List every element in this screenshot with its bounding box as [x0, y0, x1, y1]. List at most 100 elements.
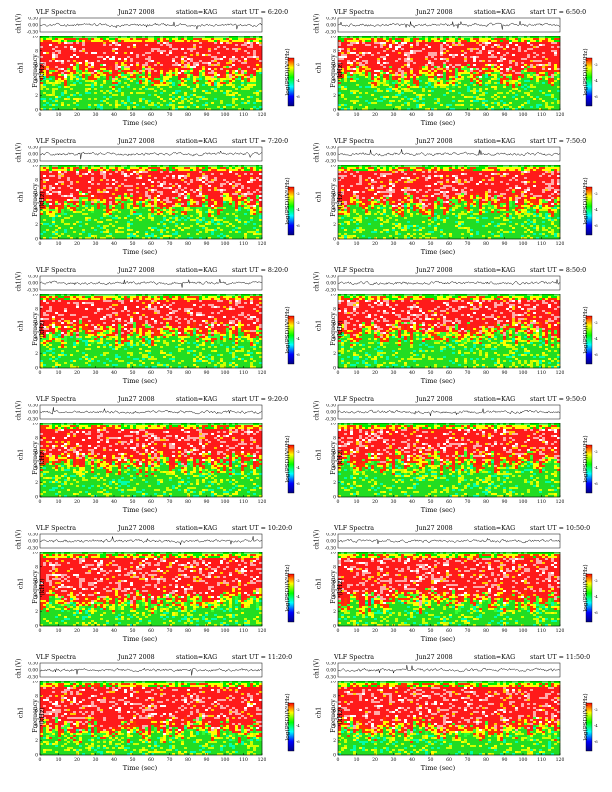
- spectrogram-cell: [64, 92, 68, 95]
- spectrogram-cell: [482, 54, 486, 57]
- spectrogram-cell: [434, 86, 438, 89]
- spectrogram-cell: [434, 54, 438, 57]
- spectrogram-cell: [79, 104, 83, 107]
- spectrogram-cell: [244, 80, 248, 83]
- spectrogram-cell: [440, 58, 444, 61]
- spectrogram-cell: [121, 98, 125, 101]
- spectrogram-cell: [61, 46, 65, 49]
- spectrogram-cell: [208, 70, 212, 73]
- spectrogram-cell: [70, 102, 74, 105]
- spectrogram-cell: [347, 62, 351, 65]
- spectrogram-cell: [253, 60, 257, 63]
- x-tick-label: 40: [111, 112, 117, 118]
- spectrogram-cell: [166, 74, 170, 77]
- spectrogram-cell: [392, 106, 396, 109]
- spectrogram-cell: [398, 70, 402, 73]
- spectrogram-cell: [389, 102, 393, 105]
- spectrogram-cell: [139, 90, 143, 93]
- spectrogram-cell: [362, 108, 366, 111]
- spectrogram-cell: [181, 88, 185, 91]
- spectrogram-cell: [58, 56, 62, 59]
- spectrogram-cell: [398, 102, 402, 105]
- spectrogram-cell: [79, 90, 83, 93]
- spectrogram-cell: [196, 58, 200, 61]
- spectrogram-cell: [434, 100, 438, 103]
- spectrogram-cell: [232, 60, 236, 63]
- spectrogram-cell: [193, 48, 197, 51]
- spectrogram-cell: [473, 54, 477, 57]
- spectrogram-cell: [88, 62, 92, 65]
- spectrogram-cell: [199, 100, 203, 103]
- spectrogram-cell: [112, 74, 116, 77]
- spectrogram-cell: [464, 104, 468, 107]
- spectrogram-cell: [190, 106, 194, 109]
- spectrogram-cell: [211, 36, 215, 39]
- spectrogram-cell: [169, 94, 173, 97]
- spectrogram-cell: [118, 36, 122, 39]
- spectrogram-cell: [91, 46, 95, 49]
- spectrogram-cell: [115, 62, 119, 65]
- spectrogram-cell: [485, 88, 489, 91]
- spectrogram-cell: [94, 64, 98, 67]
- spectrogram-cell: [479, 108, 483, 111]
- spectrogram-cell: [202, 80, 206, 83]
- spectrogram-cell: [347, 88, 351, 91]
- spectrogram-cell: [160, 100, 164, 103]
- spectrogram-cell: [410, 82, 414, 85]
- spectrogram-cell: [422, 36, 426, 39]
- spectrogram-cell: [241, 100, 245, 103]
- spectrogram-cell: [43, 64, 47, 67]
- spectrogram-cell: [401, 102, 405, 105]
- spectrogram-cell: [491, 36, 495, 39]
- spectrogram-cell: [55, 52, 59, 55]
- spectrogram-cell: [359, 50, 363, 53]
- spectrogram-cell: [130, 106, 134, 109]
- spectrogram-cell: [497, 76, 501, 79]
- spectrogram-cell: [229, 76, 233, 79]
- spectrogram-cell: [40, 84, 44, 87]
- spectrogram-cell: [386, 106, 390, 109]
- spectrogram-cell: [223, 66, 227, 69]
- spectrogram-cell: [118, 56, 122, 59]
- spectrogram-cell: [488, 50, 492, 53]
- spectrogram-cell: [40, 74, 44, 77]
- spectrogram-cell: [428, 40, 432, 43]
- spectrogram-cell: [509, 64, 513, 67]
- spectrogram-cell: [506, 46, 510, 49]
- spectrogram-cell: [479, 58, 483, 61]
- spectrogram-cell: [70, 60, 74, 63]
- spectrogram-cell: [371, 40, 375, 43]
- spectrogram-cell: [100, 86, 104, 89]
- spectrogram-cell: [467, 64, 471, 67]
- spectrogram-cell: [187, 78, 191, 81]
- spectrogram-cell: [184, 58, 188, 61]
- spectrogram-cell: [196, 42, 200, 45]
- spectrogram-cell: [130, 102, 134, 105]
- spectrogram-cell: [464, 92, 468, 95]
- spectrogram-cell: [247, 56, 251, 59]
- spectrogram-cell: [94, 74, 98, 77]
- spectrogram-cell: [344, 42, 348, 45]
- spectrogram-cell: [241, 36, 245, 39]
- spectrogram-cell: [256, 62, 260, 65]
- spectrogram-cell: [503, 88, 507, 91]
- spectrogram-cell: [485, 40, 489, 43]
- spectrogram-cell: [160, 66, 164, 69]
- spectrogram-cell: [58, 88, 62, 91]
- spectrogram-cell: [437, 98, 441, 101]
- spectrogram-cell: [73, 72, 77, 75]
- spectrogram-cell: [217, 36, 221, 39]
- spectrogram-cell: [214, 44, 218, 47]
- spectrogram-cell: [404, 82, 408, 85]
- spectrogram-cell: [52, 104, 56, 107]
- spectrogram-cell: [386, 44, 390, 47]
- spectrogram-cell: [142, 80, 146, 83]
- spectrogram-cell: [380, 58, 384, 61]
- spectrogram-cell: [413, 86, 417, 89]
- spectrogram-cell: [407, 40, 411, 43]
- spectrogram-cell: [163, 92, 167, 95]
- spectrogram-cell: [368, 108, 372, 111]
- spectrogram-cell: [431, 96, 435, 99]
- spectrogram-cell: [401, 82, 405, 85]
- spectrogram-cell: [422, 64, 426, 67]
